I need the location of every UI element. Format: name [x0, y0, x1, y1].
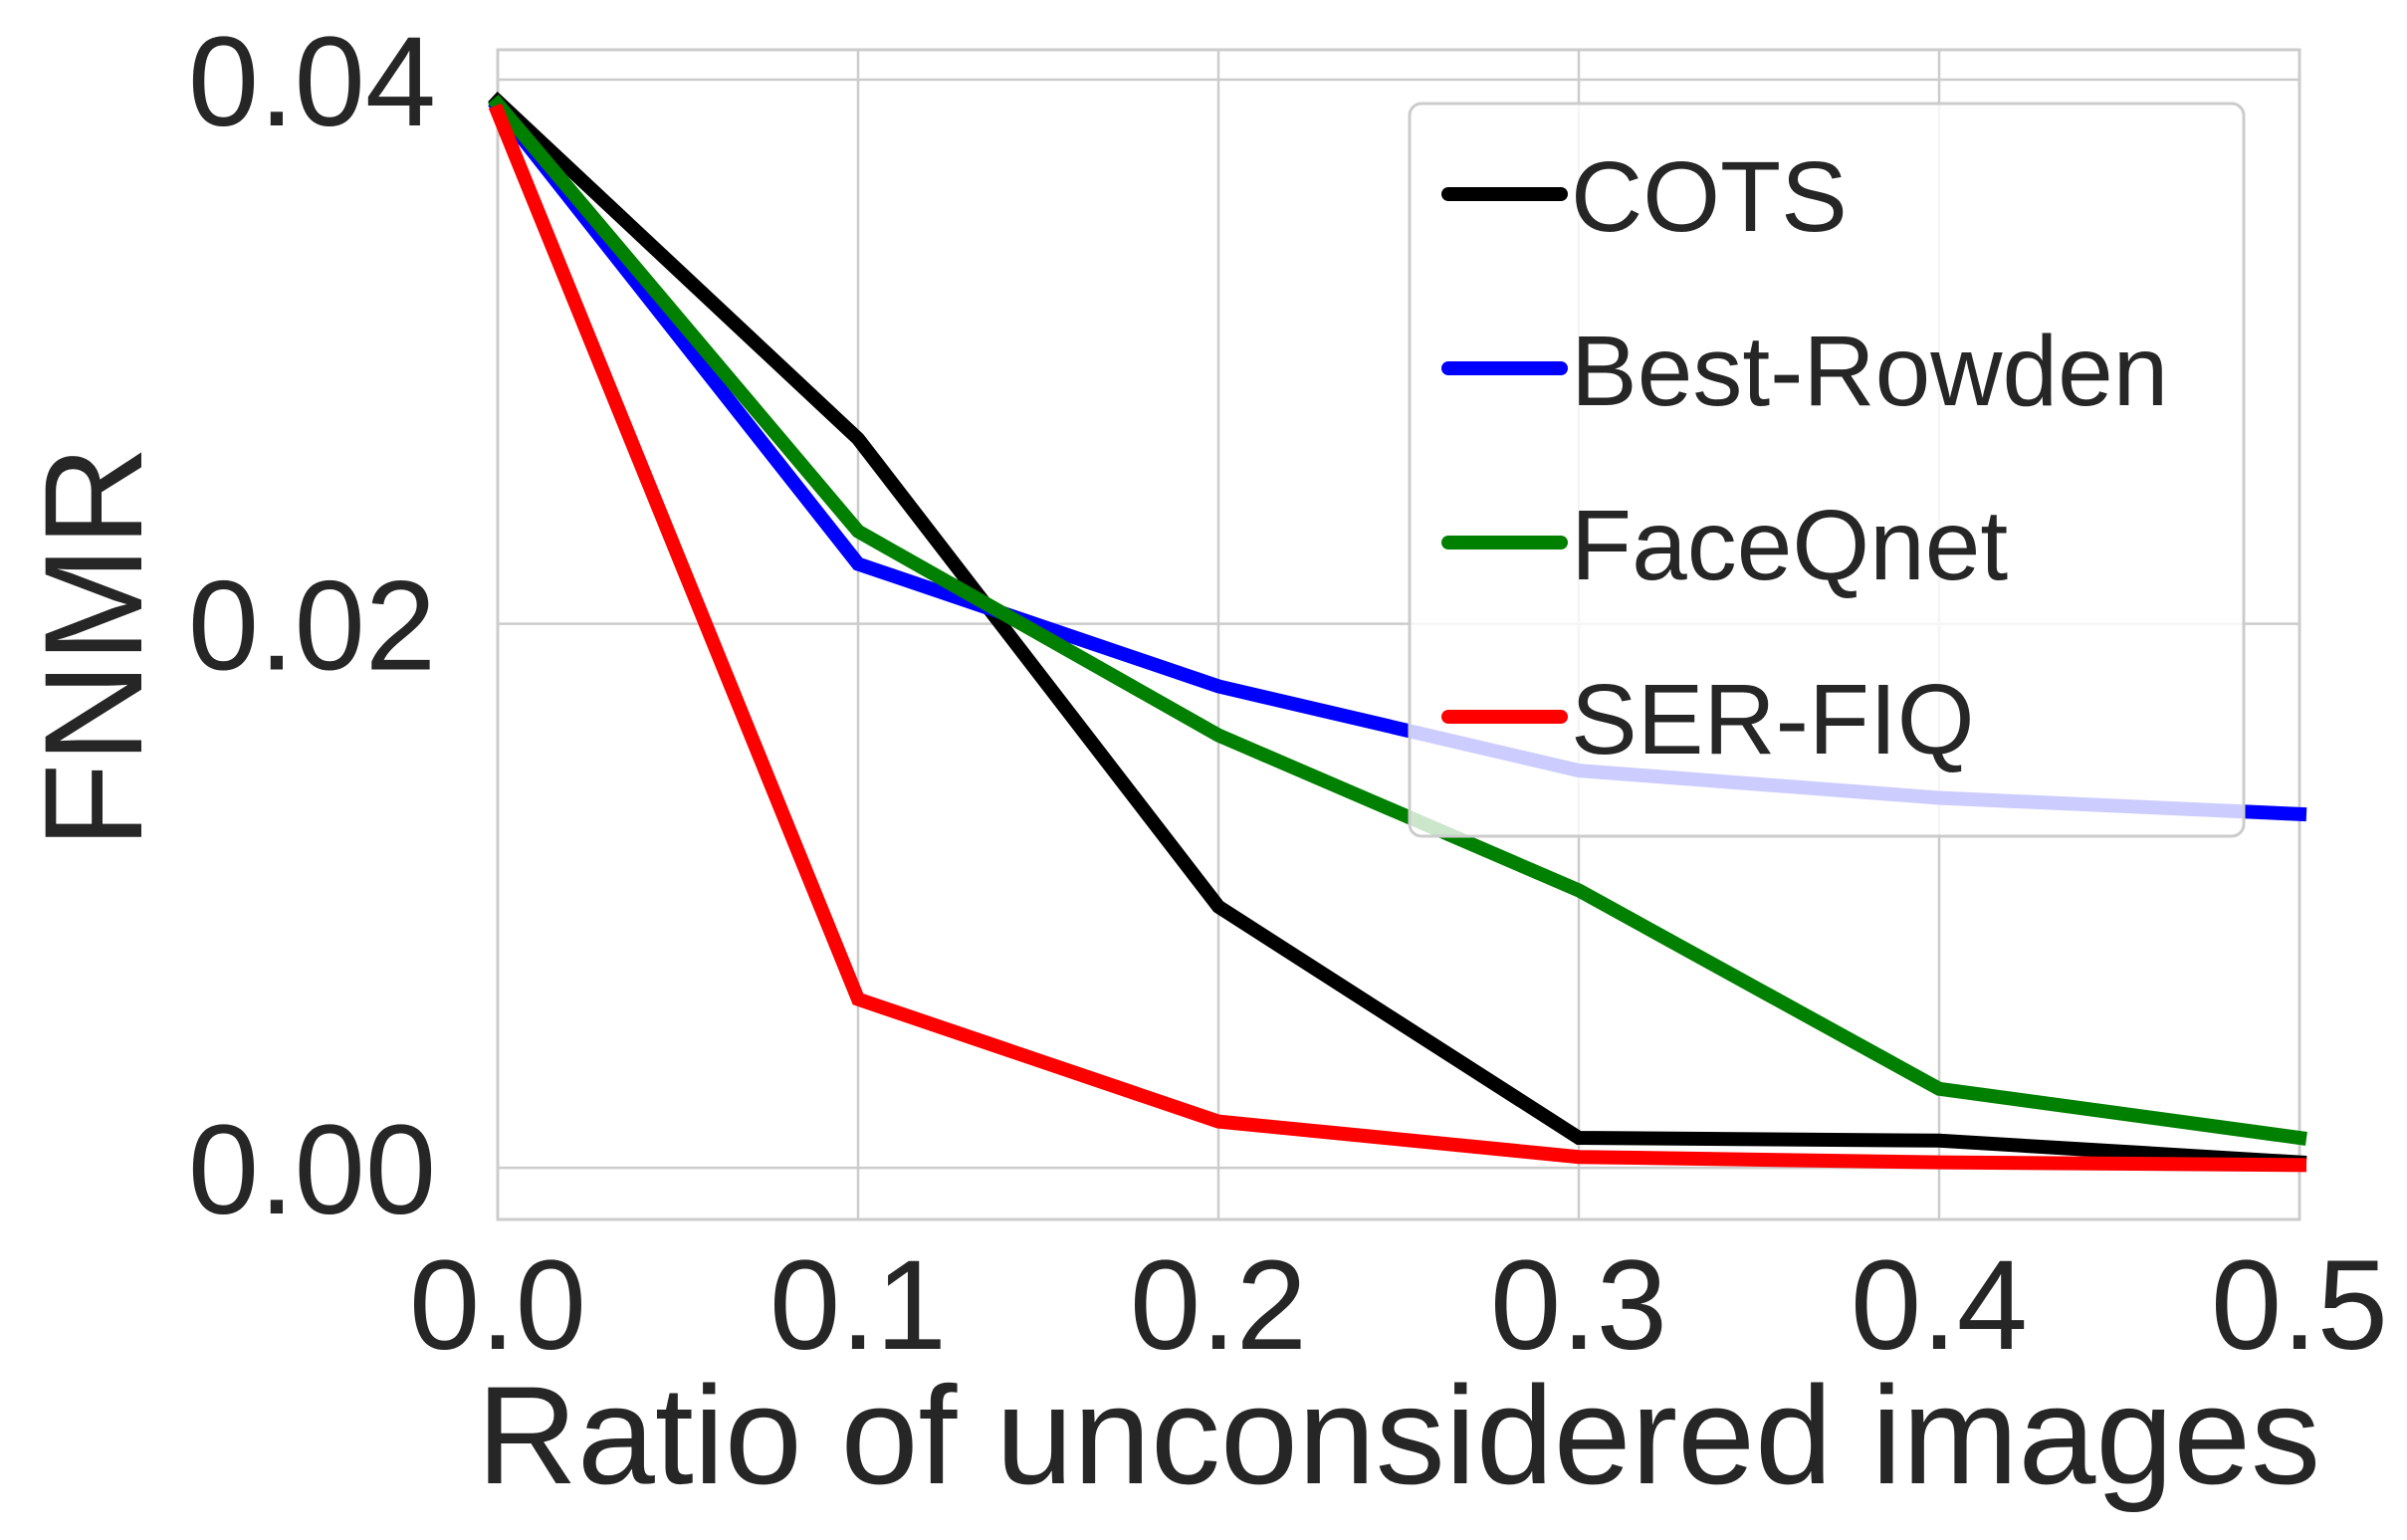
- legend-label-ser-fiq: SER-FIQ: [1571, 664, 1975, 775]
- legend: COTS Best-Rowden FaceQnet SER-FIQ: [1408, 102, 2246, 838]
- x-tick-label-4: 0.4: [1851, 1234, 2028, 1377]
- x-tick-label-2: 0.2: [1130, 1234, 1307, 1377]
- x-axis-label: Ratio of unconsidered images: [477, 1357, 2320, 1513]
- legend-label-cots: COTS: [1571, 141, 1848, 253]
- y-axis-label: FNMR: [15, 446, 171, 848]
- x-tick-labels: 0.0 0.1 0.2 0.3 0.4 0.5: [409, 1234, 2388, 1377]
- y-tick-label-0: 0.00: [188, 1099, 436, 1241]
- y-tick-label-2: 0.04: [188, 11, 436, 153]
- series-line-cots: [488, 92, 2307, 1171]
- x-tick-label-1: 0.1: [769, 1234, 947, 1377]
- series-lines: [488, 92, 2307, 1173]
- series-line-faceqnet: [488, 94, 2307, 1146]
- legend-box: [1408, 102, 2246, 838]
- y-tick-label-1: 0.02: [188, 555, 436, 698]
- series-line-ser-fiq: [488, 103, 2307, 1173]
- x-tick-label-0: 0.0: [409, 1234, 586, 1377]
- legend-label-faceqnet: FaceQnet: [1571, 490, 2008, 601]
- legend-label-best-rowden: Best-Rowden: [1571, 316, 2168, 427]
- y-tick-labels: 0.00 0.02 0.04: [188, 11, 436, 1241]
- x-tick-label-3: 0.3: [1490, 1234, 1667, 1377]
- x-tick-label-5: 0.5: [2211, 1234, 2388, 1377]
